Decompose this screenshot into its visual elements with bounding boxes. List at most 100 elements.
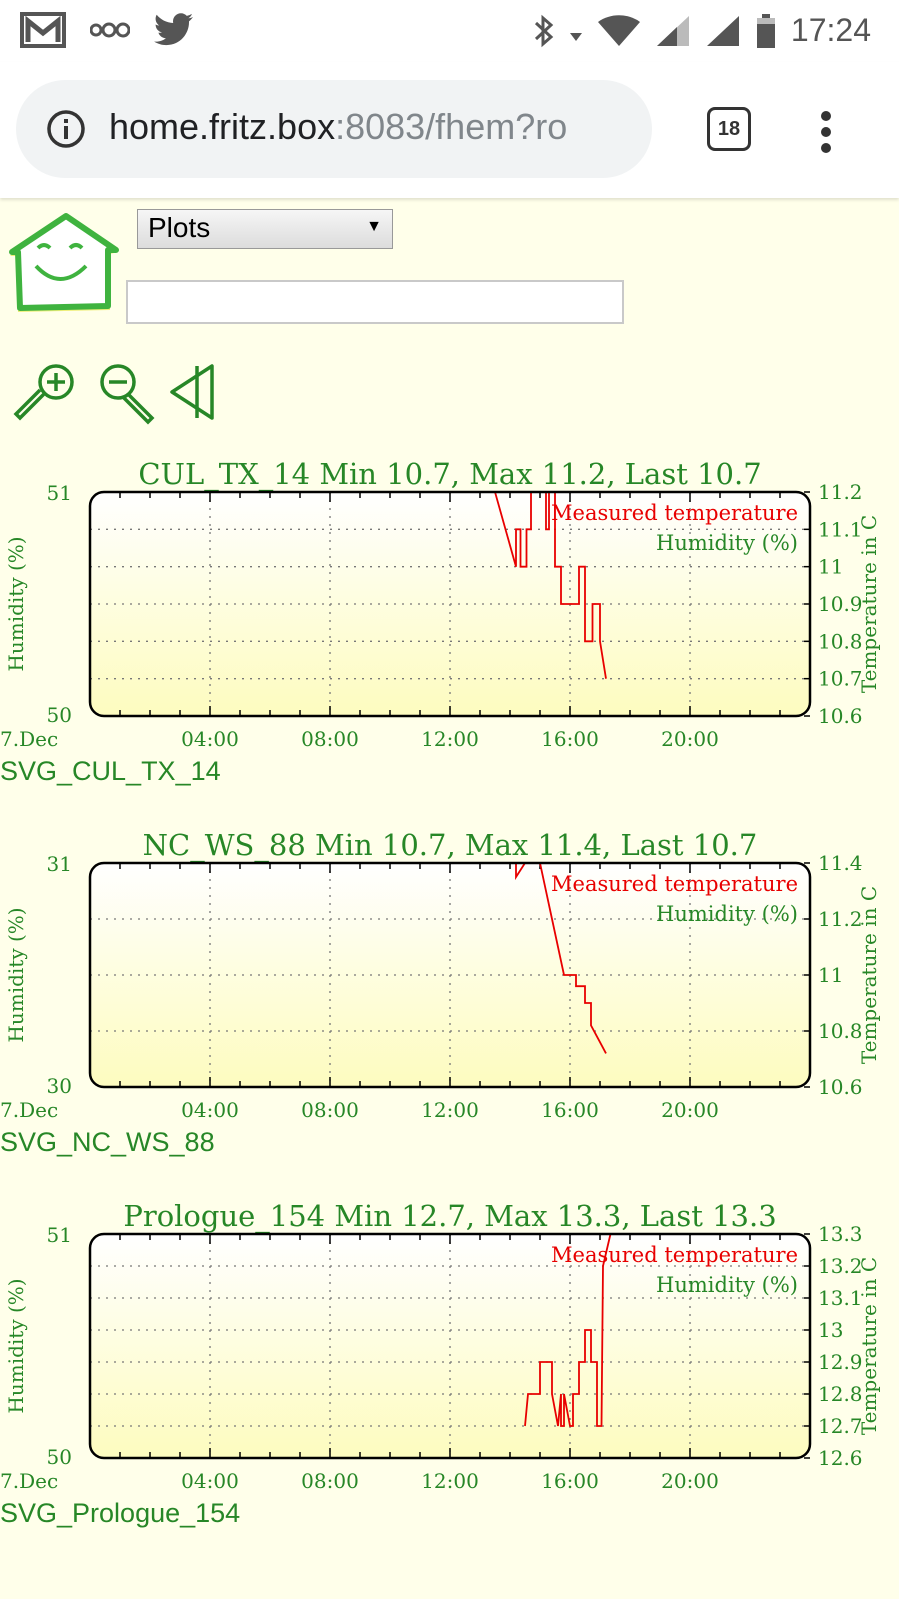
bluetooth-icon [534, 14, 554, 47]
plot-prologue-154[interactable]: Prologue_154 Min 12.7, Max 13.3, Last 13… [0, 1192, 899, 1528]
wifi-icon [597, 14, 640, 46]
right-tick-label: 11.1 [818, 517, 863, 541]
right-ticks: 13.3 13.2 13.1 13 12.9 12.8 12.7 12.6 [818, 1222, 863, 1470]
tab-switcher-button[interactable]: 18 [707, 107, 751, 151]
x-tick-label: 04:00 [181, 1469, 239, 1492]
y-left-label: Humidity (%) [4, 1278, 28, 1413]
chart-title: NC_WS_88 Min 10.7, Max 11.4, Last 10.7 [143, 828, 758, 863]
x-ticks: 04:00 08:00 12:00 16:00 20:00 [181, 727, 719, 751]
legend-humidity: Humidity (%) [656, 902, 798, 926]
x-tick-label: 16:00 [541, 1469, 599, 1492]
temperature-series-line [524, 1233, 612, 1427]
x-tick-first: 7.Dec [0, 1098, 58, 1121]
signal-icon [656, 15, 689, 46]
right-tick-label: 12.8 [818, 1382, 863, 1406]
zoom-toolbar [12, 358, 232, 433]
right-tick-label: 12.9 [818, 1350, 863, 1374]
y-right-label: Temperature in C [857, 515, 881, 693]
right-tick-label: 10.8 [818, 629, 863, 653]
zoom-in-icon[interactable] [13, 364, 74, 421]
right-tick-label: 11 [818, 963, 843, 987]
twitter-icon [154, 13, 193, 46]
right-tick-label: 10.8 [818, 1019, 863, 1043]
x-tick-label: 20:00 [661, 727, 719, 750]
right-tick-label: 10.7 [818, 667, 863, 691]
x-tick-label: 04:00 [181, 1098, 239, 1121]
fhem-home-logo[interactable] [8, 208, 124, 316]
plot-frame [88, 861, 812, 1089]
right-tick-label: 10.9 [818, 592, 863, 616]
left-tick-bottom: 50 [47, 1445, 72, 1469]
left-tick-bottom: 30 [47, 1074, 72, 1098]
legend-temperature: Measured temperature [551, 501, 798, 525]
y-right-label: Temperature in C [857, 1257, 881, 1435]
legend-humidity: Humidity (%) [656, 1273, 798, 1297]
status-bar: 17:24 [0, 0, 899, 62]
back-arrow-icon[interactable] [170, 364, 214, 420]
url-text[interactable]: home.fritz.box:8083/fhem?ro [109, 106, 567, 148]
plot-cul-tx-14[interactable]: CUL_TX_14 Min 10.7, Max 11.2, Last 10.7 … [0, 450, 899, 786]
right-tick-label: 10.6 [818, 704, 863, 728]
voicemail-icon [90, 22, 130, 38]
x-tick-label: 04:00 [181, 727, 239, 750]
right-tick-label: 13.2 [818, 1254, 863, 1278]
data-lines [524, 1233, 612, 1427]
x-ticks: 04:00 08:00 12:00 16:00 20:00 [181, 1098, 719, 1122]
x-tick-label: 12:00 [421, 1469, 479, 1492]
right-tick-label: 11.2 [818, 480, 863, 504]
room-select-value: Plots [148, 212, 211, 243]
x-tick-first: 7.Dec [0, 727, 58, 750]
x-tick-label: 16:00 [541, 727, 599, 750]
dropdown-arrow-icon: ▼ [366, 218, 382, 235]
url-host: home.fritz.box [109, 106, 336, 147]
left-tick-top: 51 [47, 1223, 72, 1247]
right-tick-label: 13.1 [818, 1286, 863, 1310]
right-tick-label: 13 [818, 1318, 843, 1342]
right-tick-label: 12.7 [818, 1414, 863, 1438]
x-tick-label: 12:00 [421, 727, 479, 750]
x-tick-label: 16:00 [541, 1098, 599, 1121]
x-ticks: 04:00 08:00 12:00 16:00 20:00 [181, 1469, 719, 1493]
right-tick-label: 13.3 [818, 1222, 863, 1246]
info-icon[interactable] [46, 109, 86, 149]
x-tick-first: 7.Dec [0, 1469, 58, 1492]
y-left-label: Humidity (%) [4, 907, 28, 1042]
x-tick-label: 08:00 [301, 727, 359, 750]
room-select[interactable]: Plots ▼ [137, 209, 393, 249]
svg-link[interactable]: SVG_Prologue_154 [0, 1498, 241, 1528]
gmail-icon [20, 12, 66, 48]
svg-link[interactable]: SVG_CUL_TX_14 [0, 756, 221, 786]
legend-humidity: Humidity (%) [656, 531, 798, 555]
plot-frame [88, 1232, 812, 1460]
command-input[interactable] [126, 280, 624, 324]
left-tick-bottom: 50 [47, 703, 72, 727]
legend-temperature: Measured temperature [551, 1243, 798, 1267]
y-left-label: Humidity (%) [4, 536, 28, 671]
right-tick-label: 10.6 [818, 1075, 863, 1099]
right-ticks: 11.2 11.1 11 10.9 10.8 10.7 10.6 [818, 480, 863, 728]
x-tick-label: 12:00 [421, 1098, 479, 1121]
left-tick-top: 51 [47, 481, 72, 505]
plot-frame [88, 490, 812, 718]
clock-time: 17:24 [790, 12, 871, 48]
battery-icon [756, 13, 775, 48]
right-ticks: 11.4 11.2 11 10.8 10.6 [818, 851, 863, 1099]
legend-temperature: Measured temperature [551, 872, 798, 896]
address-bar[interactable]: home.fritz.box:8083/fhem?ro [16, 80, 652, 178]
left-tick-top: 31 [47, 852, 72, 876]
data-arrow-icon [569, 32, 582, 41]
svg-link[interactable]: SVG_NC_WS_88 [0, 1127, 215, 1157]
zoom-out-icon[interactable] [100, 364, 155, 425]
url-path: :8083/fhem?ro [335, 106, 568, 147]
x-tick-label: 20:00 [661, 1098, 719, 1121]
right-tick-label: 12.6 [818, 1446, 863, 1470]
x-tick-label: 08:00 [301, 1098, 359, 1121]
browser-toolbar: home.fritz.box:8083/fhem?ro 18 [0, 62, 899, 198]
plot-nc-ws-88[interactable]: NC_WS_88 Min 10.7, Max 11.4, Last 10.7 M… [0, 821, 899, 1157]
chart-title: Prologue_154 Min 12.7, Max 13.3, Last 13… [123, 1199, 776, 1234]
signal-2-icon [706, 15, 739, 46]
more-menu-icon[interactable] [819, 110, 833, 154]
right-tick-label: 11 [818, 555, 843, 579]
x-tick-label: 20:00 [661, 1469, 719, 1492]
y-right-label: Temperature in C [857, 886, 881, 1064]
